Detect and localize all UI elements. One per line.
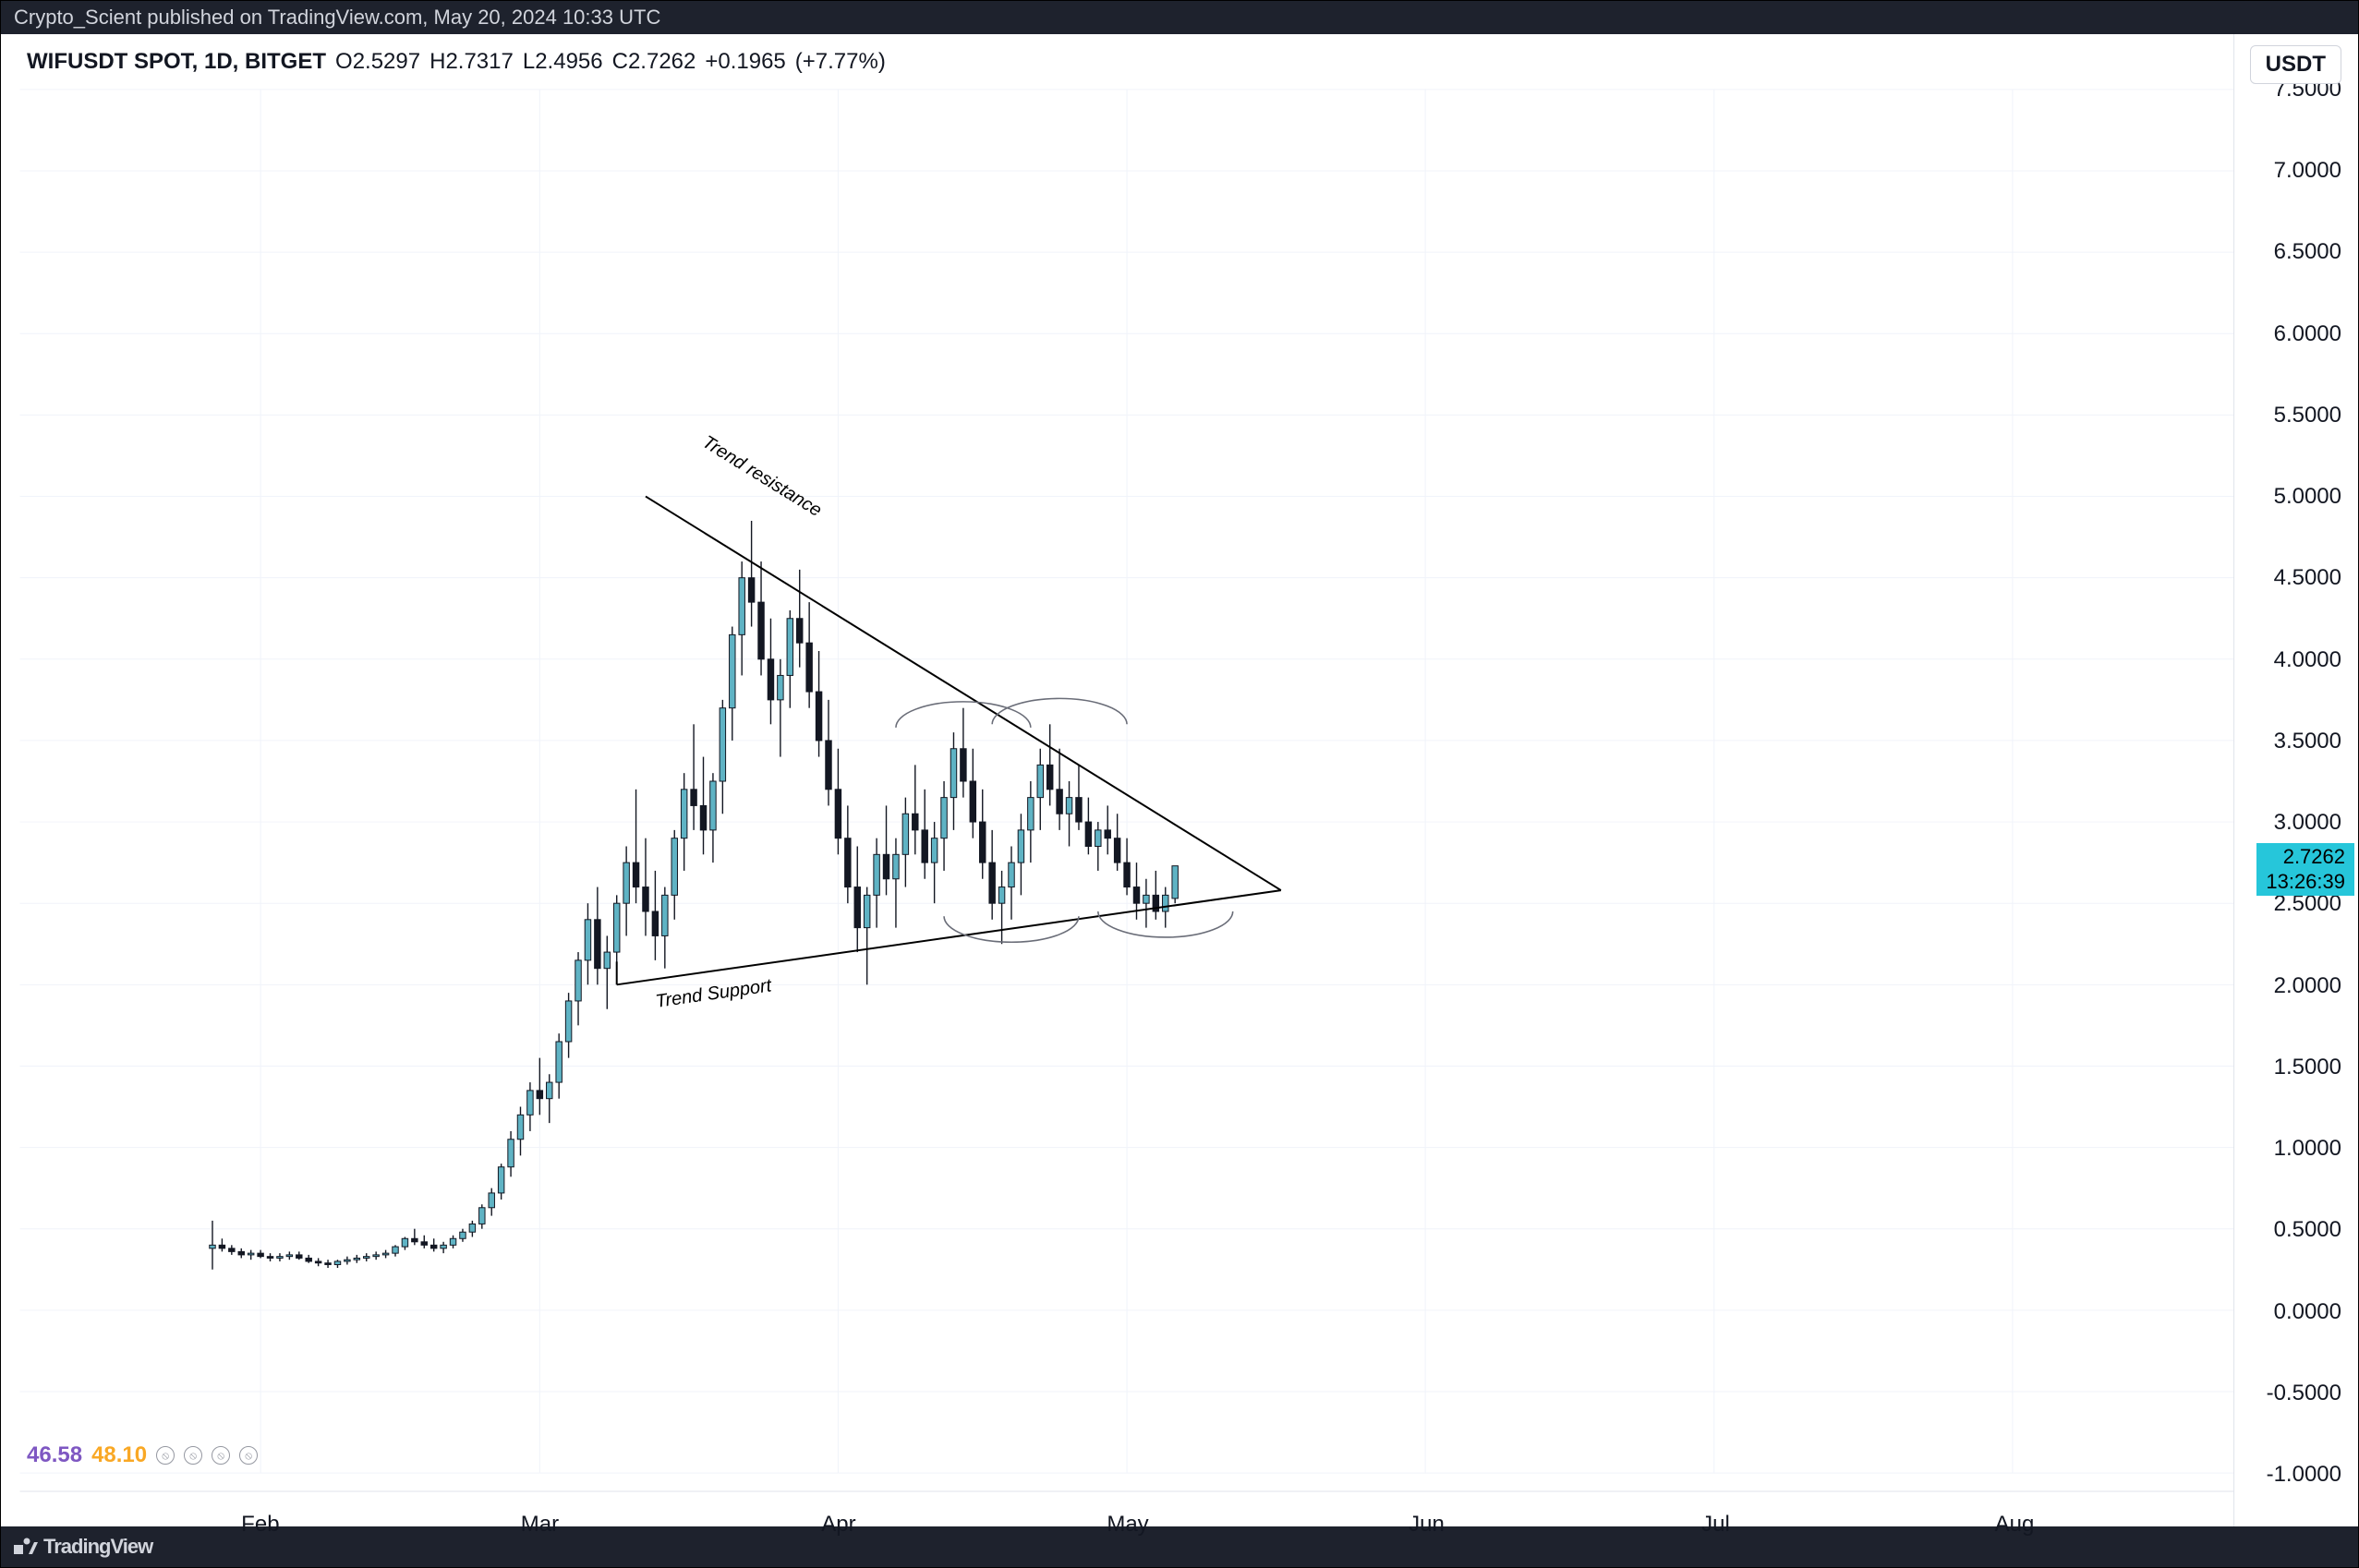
x-axis-tick: Jun: [1409, 1512, 1445, 1538]
y-axis-tick: 3.0000: [2274, 810, 2341, 836]
indicator-settings-icon[interactable]: ⦸: [239, 1446, 258, 1465]
last-price: 2.7262: [2266, 845, 2345, 869]
y-axis-tick: 0.0000: [2274, 1299, 2341, 1325]
x-axis-tick: Mar: [521, 1512, 559, 1538]
y-axis-tick: 2.0000: [2274, 973, 2341, 999]
chart-area[interactable]: WIFUSDT SPOT, 1D, BITGET O2.5297 H2.7317…: [1, 34, 2358, 1526]
ohlc-high: H2.7317: [429, 49, 514, 75]
y-axis-tick: 6.0000: [2274, 321, 2341, 347]
countdown-timer: 13:26:39: [2266, 870, 2345, 894]
y-axis-tick: 0.5000: [2274, 1217, 2341, 1243]
change-abs: +0.1965: [705, 49, 785, 75]
indicator-settings-icon[interactable]: ⦸: [184, 1446, 202, 1465]
indicator-value-a: 46.58: [27, 1442, 82, 1468]
last-price-label: 2.7262 13:26:39: [2256, 843, 2354, 896]
ohlc-low: L2.4956: [523, 49, 603, 75]
ohlc-open: O2.5297: [335, 49, 420, 75]
x-axis-tick: Jul: [1701, 1512, 1730, 1538]
x-axis-tick: Aug: [1995, 1512, 2035, 1538]
indicator-settings-icon[interactable]: ⦸: [156, 1446, 175, 1465]
y-axis-tick: 7.0000: [2274, 158, 2341, 184]
tradingview-logo[interactable]: TradingView: [14, 1535, 152, 1559]
y-axis-tick: -0.5000: [2267, 1381, 2341, 1406]
x-axis-tick: Feb: [241, 1512, 279, 1538]
publish-text: Crypto_Scient published on TradingView.c…: [14, 6, 660, 30]
y-axis-tick: 3.5000: [2274, 729, 2341, 754]
ohlc-close: C2.7262: [612, 49, 696, 75]
y-axis-tick: -1.0000: [2267, 1462, 2341, 1488]
y-axis-tick: 6.5000: [2274, 239, 2341, 265]
y-axis-tick: 4.5000: [2274, 565, 2341, 591]
symbol-name[interactable]: WIFUSDT SPOT, 1D, BITGET: [27, 49, 326, 75]
x-axis-tick: Apr: [821, 1512, 855, 1538]
indicator-values: 46.58 48.10 ⦸ ⦸ ⦸ ⦸: [27, 1442, 258, 1468]
y-axis-tick: 5.0000: [2274, 484, 2341, 510]
y-axis-tick: 4.0000: [2274, 647, 2341, 673]
tradingview-icon: [14, 1538, 38, 1556]
indicator-settings-icon[interactable]: ⦸: [212, 1446, 230, 1465]
y-axis-tick: 1.5000: [2274, 1055, 2341, 1080]
y-axis-tick: 1.0000: [2274, 1136, 2341, 1162]
symbol-info-line: WIFUSDT SPOT, 1D, BITGET O2.5297 H2.7317…: [27, 49, 886, 75]
indicator-value-b: 48.10: [91, 1442, 147, 1468]
quote-currency-badge[interactable]: USDT: [2250, 45, 2341, 84]
price-chart[interactable]: [1, 34, 2358, 1526]
x-axis-tick: May: [1107, 1512, 1148, 1538]
change-pct: (+7.77%): [795, 49, 886, 75]
y-axis-tick: 5.5000: [2274, 403, 2341, 428]
publish-header: Crypto_Scient published on TradingView.c…: [1, 1, 2358, 34]
